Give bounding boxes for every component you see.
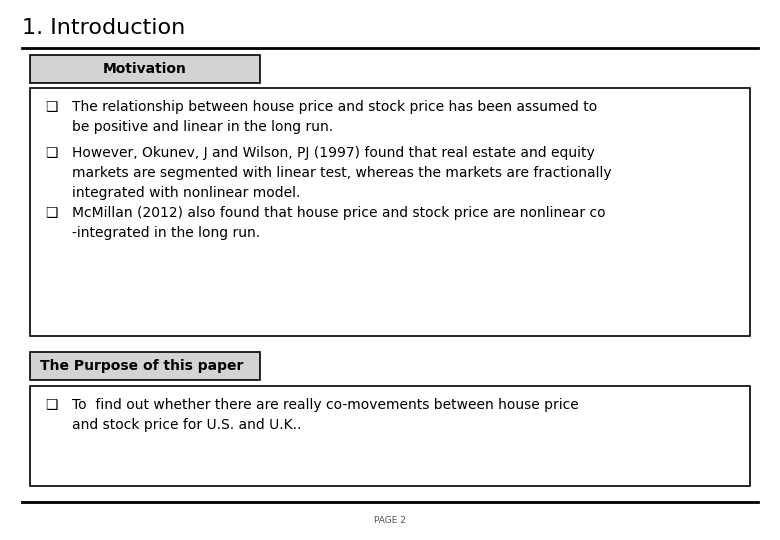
Text: ❑: ❑ bbox=[45, 206, 58, 220]
Text: ❑: ❑ bbox=[45, 146, 58, 160]
Text: To  find out whether there are really co-movements between house price: To find out whether there are really co-… bbox=[72, 398, 579, 412]
Text: The Purpose of this paper: The Purpose of this paper bbox=[40, 359, 243, 373]
Text: 1. Introduction: 1. Introduction bbox=[22, 18, 186, 38]
Text: The relationship between house price and stock price has been assumed to: The relationship between house price and… bbox=[72, 100, 597, 114]
Text: be positive and linear in the long run.: be positive and linear in the long run. bbox=[72, 120, 333, 134]
FancyBboxPatch shape bbox=[30, 386, 750, 486]
Text: and stock price for U.S. and U.K..: and stock price for U.S. and U.K.. bbox=[72, 418, 301, 432]
Text: Motivation: Motivation bbox=[103, 62, 187, 76]
Text: However, Okunev, J and Wilson, PJ (1997) found that real estate and equity: However, Okunev, J and Wilson, PJ (1997)… bbox=[72, 146, 594, 160]
Text: markets are segmented with linear test, whereas the markets are fractionally: markets are segmented with linear test, … bbox=[72, 166, 612, 180]
Text: PAGE 2: PAGE 2 bbox=[374, 516, 406, 525]
Text: -integrated in the long run.: -integrated in the long run. bbox=[72, 226, 260, 240]
FancyBboxPatch shape bbox=[30, 88, 750, 336]
Text: ❑: ❑ bbox=[45, 100, 58, 114]
Text: integrated with nonlinear model.: integrated with nonlinear model. bbox=[72, 186, 300, 200]
Text: ❑: ❑ bbox=[45, 398, 58, 412]
FancyBboxPatch shape bbox=[30, 352, 260, 380]
Text: McMillan (2012) also found that house price and stock price are nonlinear co: McMillan (2012) also found that house pr… bbox=[72, 206, 605, 220]
FancyBboxPatch shape bbox=[30, 55, 260, 83]
